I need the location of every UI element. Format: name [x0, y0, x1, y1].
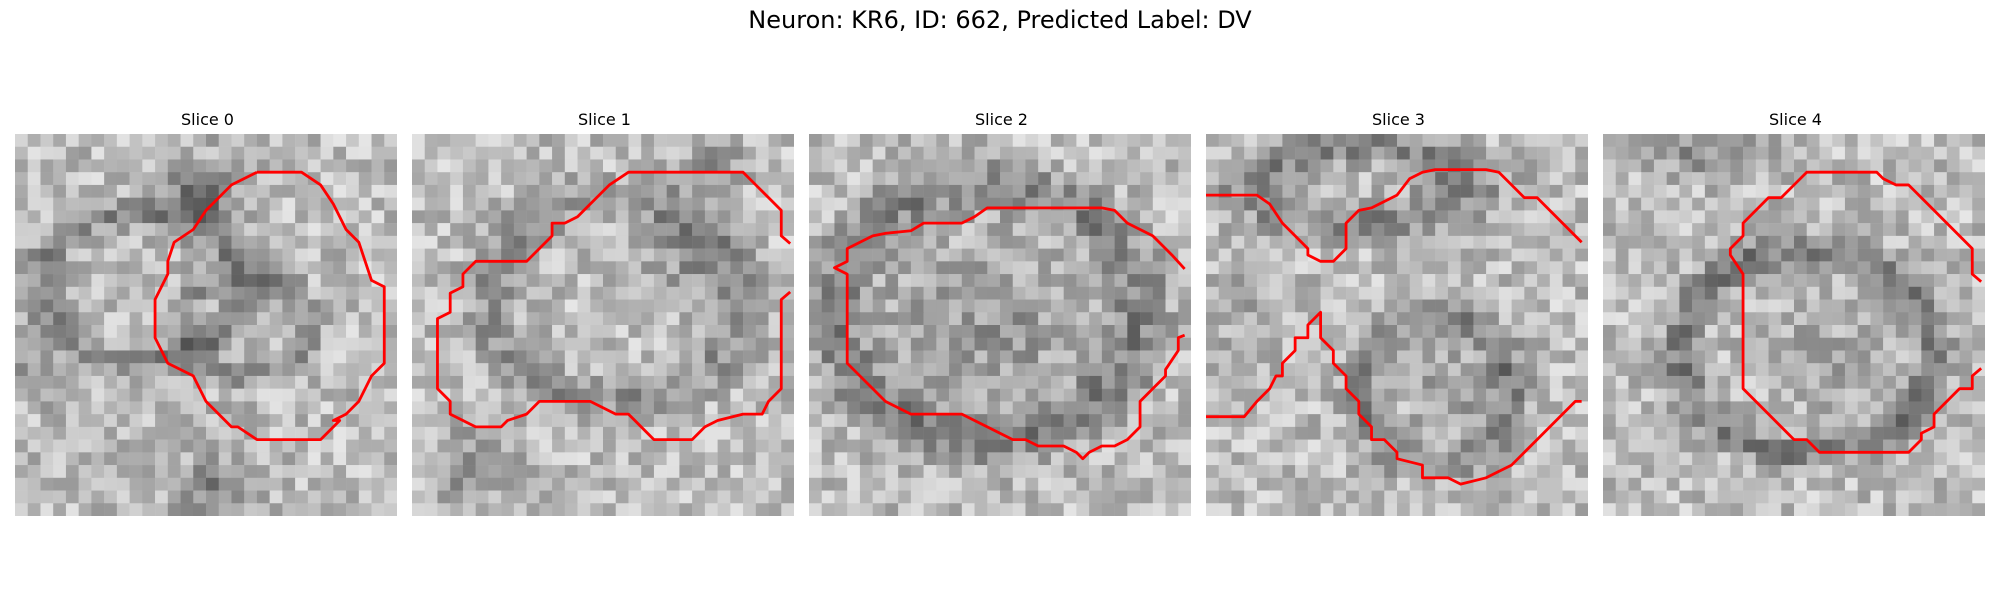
figure-title: Neuron: KR6, ID: 662, Predicted Label: D… — [0, 6, 2000, 34]
slice-title-3: Slice 3 — [1206, 108, 1591, 132]
slice-title-1: Slice 1 — [412, 108, 797, 132]
slice-panel-0: Slice 0 — [15, 108, 400, 516]
slice-title-0: Slice 0 — [15, 108, 400, 132]
slice-image-4 — [1603, 134, 1985, 516]
slice-panel-4: Slice 4 — [1603, 108, 1988, 516]
slice-image-3 — [1206, 134, 1588, 516]
slice-image-2 — [809, 134, 1191, 516]
slice-title-4: Slice 4 — [1603, 108, 1988, 132]
slice-panel-3: Slice 3 — [1206, 108, 1591, 516]
slice-image-1 — [412, 134, 794, 516]
slice-image-0 — [15, 134, 397, 516]
slice-panel-1: Slice 1 — [412, 108, 797, 516]
slice-title-2: Slice 2 — [809, 108, 1194, 132]
slice-panel-2: Slice 2 — [809, 108, 1194, 516]
